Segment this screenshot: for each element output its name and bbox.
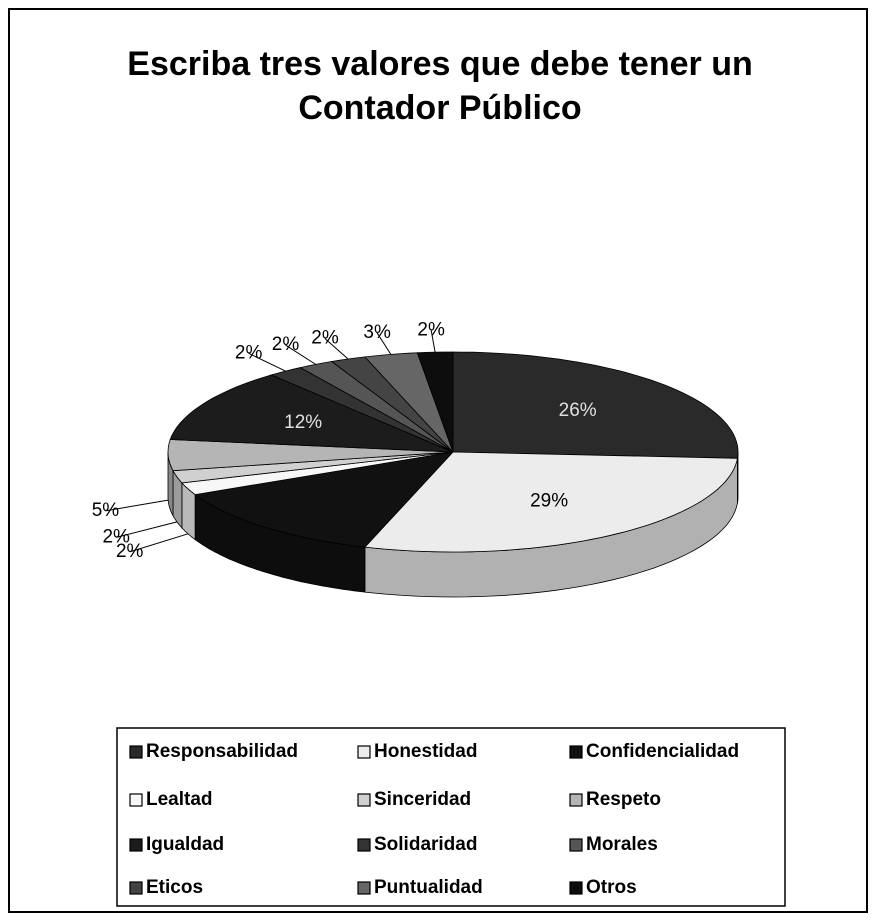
data-label: 29% bbox=[530, 491, 568, 512]
leader-line bbox=[324, 338, 349, 360]
data-label: 2% bbox=[272, 334, 300, 355]
data-label: 2% bbox=[102, 526, 130, 547]
legend-label: Honestidad bbox=[374, 741, 477, 762]
legend-swatch bbox=[357, 745, 371, 759]
legend-swatch bbox=[357, 793, 371, 807]
slice bbox=[167, 439, 454, 472]
data-label: 12% bbox=[284, 412, 322, 433]
legend-swatch bbox=[569, 881, 583, 895]
slice bbox=[364, 451, 738, 553]
slice bbox=[416, 351, 454, 453]
legend-swatch bbox=[129, 793, 143, 807]
slice bbox=[169, 374, 454, 453]
legend-swatch bbox=[129, 745, 143, 759]
data-label: 26% bbox=[559, 400, 597, 421]
legend-swatch bbox=[569, 793, 583, 807]
legend-label: Morales bbox=[586, 834, 658, 855]
legend-swatch bbox=[569, 745, 583, 759]
leader-line bbox=[285, 344, 316, 365]
leader-line bbox=[248, 352, 286, 372]
legend-label: Otros bbox=[586, 877, 637, 898]
legend-label: Solidaridad bbox=[374, 834, 477, 855]
leader-line bbox=[116, 521, 178, 538]
data-label: 2% bbox=[116, 541, 144, 562]
legend-label: Confidencialidad bbox=[586, 741, 739, 762]
leader-line bbox=[376, 332, 392, 355]
chart-border bbox=[8, 8, 868, 913]
legend-label: Igualdad bbox=[146, 834, 224, 855]
legend-label: Eticos bbox=[146, 877, 203, 898]
data-label: 2% bbox=[235, 342, 263, 363]
legend-swatch bbox=[357, 881, 371, 895]
data-label: 5% bbox=[92, 500, 120, 521]
data-label: 2% bbox=[311, 328, 339, 349]
legend-label: Lealtad bbox=[146, 789, 213, 810]
data-label: 3% bbox=[363, 322, 391, 343]
legend-swatch bbox=[357, 838, 371, 852]
legend-label: Puntualidad bbox=[374, 877, 483, 898]
data-label: 2% bbox=[417, 319, 445, 340]
chart-title: Escriba tres valores que debe tener un C… bbox=[127, 45, 753, 127]
leader-line bbox=[105, 499, 169, 512]
legend-swatch bbox=[129, 881, 143, 895]
legend-label: Sinceridad bbox=[374, 789, 471, 810]
leader-line bbox=[430, 330, 436, 353]
legend-box bbox=[116, 727, 786, 907]
leader-line bbox=[129, 533, 189, 553]
legend-label: Responsabilidad bbox=[146, 741, 298, 762]
legend-swatch bbox=[129, 838, 143, 852]
slice bbox=[452, 351, 739, 459]
legend-label: Respeto bbox=[586, 789, 661, 810]
legend-swatch bbox=[569, 838, 583, 852]
slice bbox=[194, 451, 455, 548]
